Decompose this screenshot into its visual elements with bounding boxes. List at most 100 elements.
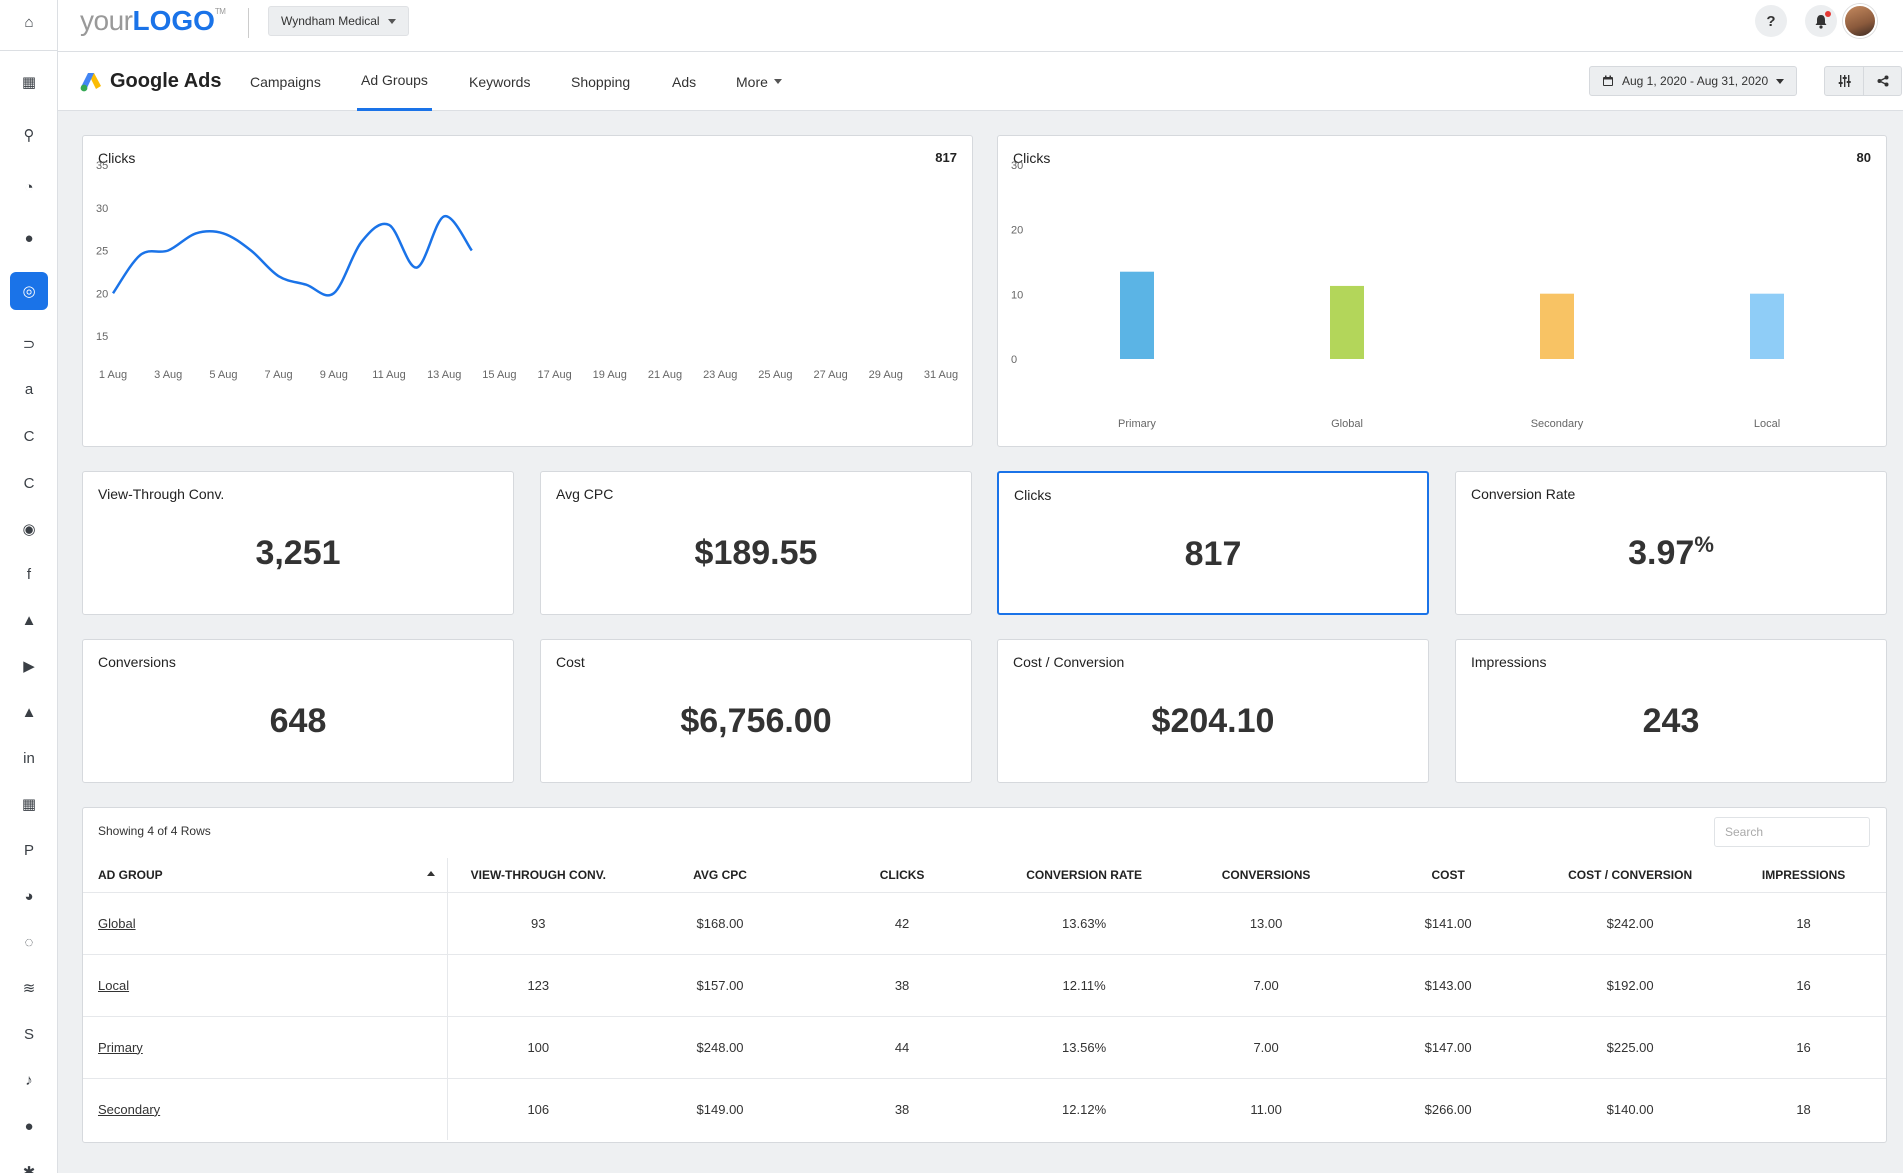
sidebar-item-c-logo-alt[interactable]: C [0,463,58,503]
notification-dot [1825,11,1831,17]
tab-campaigns[interactable]: Campaigns [250,52,321,111]
table-cell: 18 [1796,1101,1811,1117]
sidebar-item-chat[interactable]: ● [0,218,58,258]
kpi-card-impressions[interactable]: Impressions 243 [1455,639,1887,783]
sidebar-item-s-logo[interactable]: S [0,1014,58,1054]
column-header-clicks[interactable]: CLICKS [811,858,994,893]
home-icon: ⌂ [24,13,34,31]
user-avatar[interactable] [1843,4,1877,38]
kpi-card-avg-cpc[interactable]: Avg CPC $189.55 [540,471,972,615]
sidebar-item-yelp[interactable]: ✱ [0,1152,58,1173]
table-cell: Secondary [83,1078,448,1140]
clicks-line-chart-card: Clicks 817 35 30 25 20 15 1 Aug 3 Aug 5 Aug 7 Au… [82,135,973,447]
y-tick-label: 10 [1011,289,1023,301]
kpi-value: 3,251 [83,534,513,573]
sidebar-item-tiktok[interactable]: ♪ [0,1060,58,1100]
sidebar-item-c-logo[interactable]: C [0,416,58,456]
ad-group-link[interactable]: Global [98,915,136,931]
kpi-card-cost-conversion[interactable]: Cost / Conversion $204.10 [997,639,1429,783]
column-header-conversion-rate[interactable]: CONVERSION RATE [993,858,1176,893]
column-header-impressions[interactable]: IMPRESSIONS [1721,858,1886,893]
x-category-label: Primary [1118,418,1156,430]
kpi-card-conversion-rate[interactable]: Conversion Rate 3.97% [1455,471,1887,615]
bar-secondary[interactable] [1540,293,1574,359]
sidebar-item-amazon[interactable]: a [0,369,58,409]
kpi-label: View-Through Conv. [98,486,225,502]
sidebar-item-search[interactable]: ⚲ [0,115,58,155]
sidebar-item-target[interactable]: ◎ [0,271,58,311]
table-cell: 44 [811,1016,994,1079]
pie-chart-icon: ◔ [24,178,34,196]
column-header-avg-cpc[interactable]: AVG CPC [629,858,812,893]
column-header-label: IMPRESSIONS [1761,867,1846,882]
table-cell: 106 [527,1101,550,1117]
table-cell: 7.00 [1175,1016,1358,1079]
x-tick-label: 19 Aug [593,369,627,381]
date-range-picker[interactable]: Aug 1, 2020 - Aug 31, 2020 [1589,66,1798,96]
ad-group-link[interactable]: Secondary [98,1101,161,1117]
column-header-conversions[interactable]: CONVERSIONS [1175,858,1358,893]
sidebar-item-twitter[interactable]: ● [0,1106,58,1146]
filter-settings-button[interactable] [1825,67,1863,95]
tab-keywords[interactable]: Keywords [469,52,530,111]
sidebar-item-google-ads[interactable]: ▲ [0,600,58,640]
help-button[interactable]: ? [1755,5,1787,37]
column-header-cost-conversion[interactable]: COST / CONVERSION [1539,858,1722,893]
kpi-number: 3,251 [255,534,341,572]
kpi-card-view-through-conv[interactable]: View-Through Conv. 3,251 [82,471,514,615]
kpi-card-conversions[interactable]: Conversions 648 [82,639,514,783]
sidebar-item-grid[interactable]: ▦ [0,62,58,102]
x-tick-label: 7 Aug [265,369,293,381]
sidebar-item-spotify[interactable]: ≋ [0,968,58,1008]
tab-ad-groups[interactable]: Ad Groups [357,52,432,111]
bar-primary[interactable] [1120,271,1154,359]
notifications-button[interactable] [1805,5,1837,37]
ad-groups-table: AD GROUP VIEW-THROUGH CONV. AVG CPC CLICKS C… [83,858,1886,1140]
kpi-card-clicks[interactable]: Clicks 817 [997,471,1429,615]
bar-local[interactable] [1750,293,1784,359]
sidebar-item-home[interactable]: ⌂ [0,2,58,42]
tab-more[interactable]: More [736,52,782,111]
tab-shopping[interactable]: Shopping [571,52,630,111]
bell-icon [1815,14,1827,29]
kpi-value: 648 [83,702,513,741]
table-cell: $140.00 [1606,1101,1654,1117]
column-header-cost[interactable]: COST [1357,858,1540,893]
sidebar-item-globe[interactable]: ◕ [0,876,58,916]
top-bar: yourLOGOTM Wyndham Medical ? [58,0,1903,52]
kpi-label: Cost [556,654,585,670]
sidebar-item-pie-chart[interactable]: ◔ [0,167,58,207]
column-header-view-through-conv[interactable]: VIEW-THROUGH CONV. [447,858,630,893]
table-row: Secondary 106 $149.00 38 12.12% 11.00 $266.00 $… [83,1078,1886,1140]
sidebar-item-integration[interactable]: ⊃ [0,324,58,364]
ad-group-link[interactable]: Primary [98,1039,143,1055]
kpi-value: 243 [1456,702,1886,741]
table-cell: 38 [894,1101,910,1117]
column-header-ad-group[interactable]: AD GROUP [83,858,448,893]
bar-chart: 30 20 10 0 Primary Global Secondary Local [1011,160,1784,430]
table-cell: 16 [1721,954,1886,1017]
spotify-icon: ≋ [22,980,36,997]
sidebar-item-snapchat[interactable]: ◌ [0,922,58,962]
kpi-value: $189.55 [541,534,971,573]
x-tick-label: 31 Aug [924,369,958,381]
sidebar-item-linkedin[interactable]: in [0,738,58,778]
sliders-icon [1838,75,1851,87]
c-logo-alt-icon: C [23,474,35,492]
sidebar-item-pinterest[interactable]: P [0,830,58,870]
kpi-card-cost[interactable]: Cost $6,756.00 [540,639,972,783]
app-logo[interactable]: yourLOGOTM [80,5,226,37]
table-search-input[interactable] [1714,817,1870,847]
sidebar-item-google-ads-alt[interactable]: ▲ [0,692,58,732]
share-button[interactable] [1863,67,1901,95]
sidebar-item-circle-logo[interactable]: ◉ [0,509,58,549]
ad-group-link[interactable]: Local [98,977,130,993]
table-cell: $248.00 [629,1016,812,1079]
sidebar-item-play[interactable]: ▶ [0,646,58,686]
bar-global[interactable] [1330,285,1364,359]
tab-ads[interactable]: Ads [672,52,696,111]
sidebar-item-facebook[interactable]: f [0,554,58,594]
client-select[interactable]: Wyndham Medical [268,6,409,36]
sidebar-item-microsoft[interactable]: ▦ [0,784,58,824]
integration-icon: ⊃ [22,336,36,353]
